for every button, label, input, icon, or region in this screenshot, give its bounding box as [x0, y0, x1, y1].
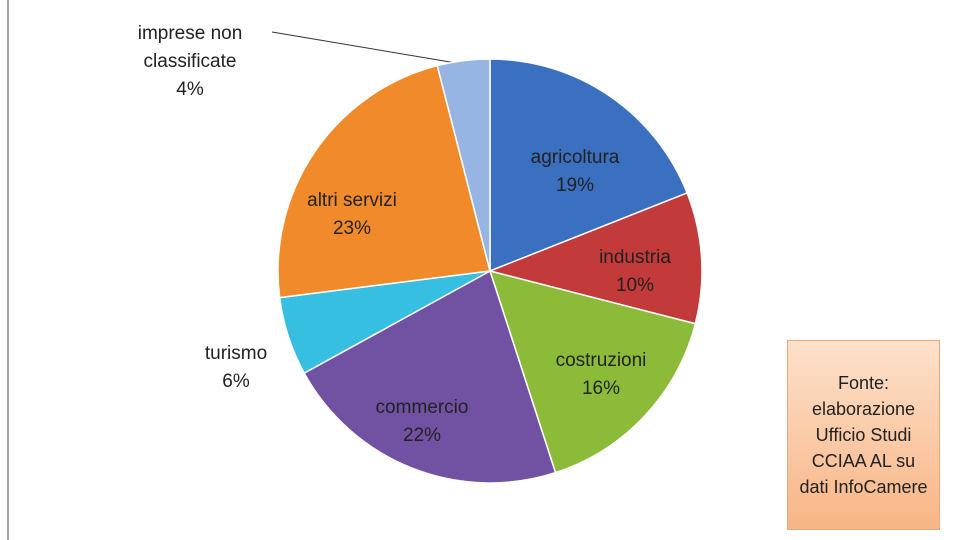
pie-slice — [277, 64, 491, 299]
source-note: Fonte: elaborazione Ufficio Studi CCIAA … — [787, 340, 940, 530]
value-label: 4% — [176, 79, 204, 100]
pie-slice — [303, 269, 557, 484]
category-label: industria — [599, 247, 671, 268]
slice-label: industria 10% — [555, 244, 715, 300]
pie-slice — [489, 58, 689, 273]
value-label: 19% — [555, 175, 595, 196]
value-label: 10% — [615, 275, 655, 296]
slice-label: costruzioni 16% — [521, 347, 681, 403]
category-label: turismo — [204, 343, 268, 364]
slice-label: turismo 6% — [176, 340, 296, 396]
slice-label: commercio 22% — [342, 394, 502, 450]
value-label: 16% — [581, 378, 621, 399]
value-label: 22% — [402, 425, 442, 446]
category-label: costruzioni — [555, 350, 647, 371]
pie-slice — [436, 58, 491, 272]
category-label: commercio — [375, 397, 469, 418]
category-label: agricoltura — [530, 147, 620, 168]
pie-slice — [488, 269, 697, 474]
slice-label: imprese non classificate 4% — [115, 20, 265, 104]
slice-label: altri servizi 23% — [272, 187, 432, 243]
source-text: Fonte: elaborazione Ufficio Studi CCIAA … — [799, 373, 928, 497]
slice-label: agricoltura 19% — [495, 144, 655, 200]
leader-line — [271, 31, 463, 65]
category-label: imprese non classificate — [137, 23, 243, 72]
category-label: altri servizi — [307, 190, 397, 211]
value-label: 6% — [222, 371, 250, 392]
pie-slice — [487, 191, 703, 325]
value-label: 23% — [332, 218, 372, 239]
